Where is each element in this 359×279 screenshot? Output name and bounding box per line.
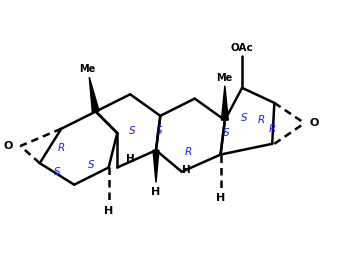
Text: H: H — [216, 193, 225, 203]
Text: R: R — [58, 143, 65, 153]
Text: O: O — [310, 118, 319, 128]
Text: Me: Me — [79, 64, 95, 74]
Text: S: S — [156, 126, 163, 136]
Text: S: S — [88, 160, 95, 170]
Text: S: S — [241, 113, 248, 123]
Text: O: O — [3, 141, 13, 151]
Polygon shape — [153, 150, 159, 182]
Text: H: H — [126, 154, 135, 164]
Text: R: R — [185, 147, 192, 157]
Text: H: H — [151, 187, 160, 197]
Text: OAc: OAc — [231, 42, 253, 52]
Polygon shape — [222, 86, 228, 120]
Text: R: R — [269, 124, 276, 134]
Text: H: H — [104, 206, 113, 216]
Polygon shape — [89, 77, 99, 112]
Text: H: H — [182, 165, 191, 175]
Text: S: S — [53, 167, 60, 177]
Text: S: S — [223, 128, 229, 138]
Text: Me: Me — [216, 73, 232, 83]
Text: R: R — [258, 115, 265, 125]
Text: S: S — [129, 126, 136, 136]
